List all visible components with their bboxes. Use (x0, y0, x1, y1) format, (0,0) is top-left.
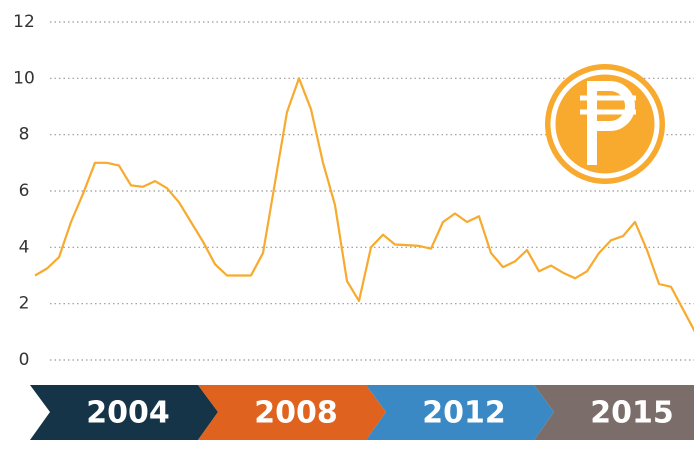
period-band (366, 385, 554, 440)
period-label: 2008 (254, 396, 338, 431)
period-band (198, 385, 386, 440)
y-tick-label: 2 (19, 294, 30, 314)
y-tick-label: 4 (19, 237, 30, 257)
peso-icon (545, 64, 665, 184)
period-band (30, 385, 218, 440)
y-tick-label: 10 (13, 68, 35, 88)
period-label: 2015 (590, 396, 674, 431)
period-label: 2004 (86, 396, 170, 431)
y-tick-label: 6 (19, 181, 30, 201)
period-label: 2012 (422, 396, 506, 431)
y-tick-label: 0 (19, 350, 30, 370)
y-tick-label: 8 (19, 125, 30, 145)
line (34, 77, 694, 333)
y-tick-label: 12 (13, 12, 35, 32)
period-band (534, 385, 694, 440)
